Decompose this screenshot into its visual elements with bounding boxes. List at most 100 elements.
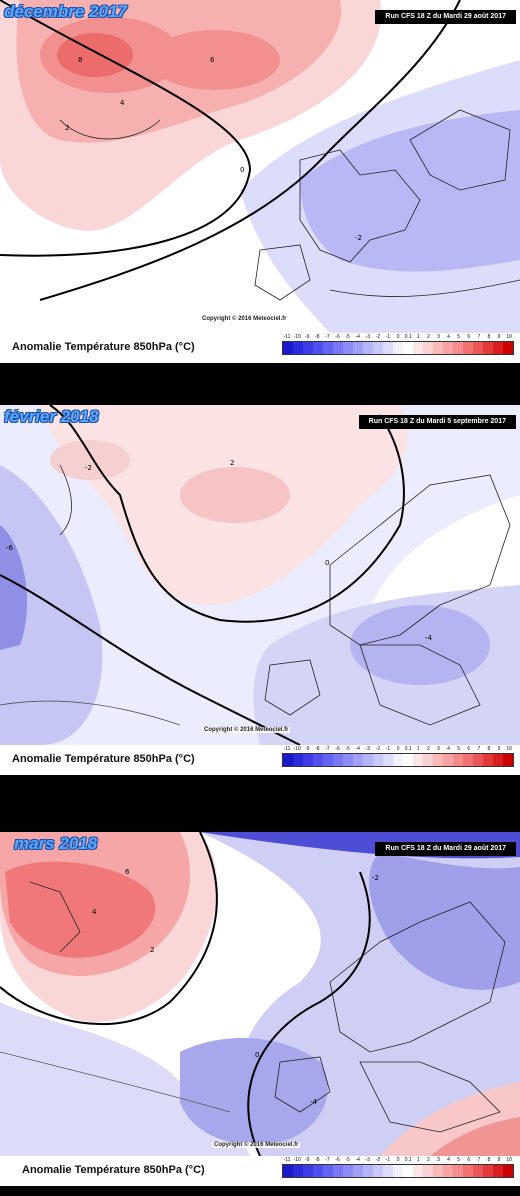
scale-tick-label: -11 (283, 1157, 291, 1163)
scale-tick-label: -10 (293, 334, 301, 340)
scale-swatch (333, 1165, 343, 1177)
scale-swatch (493, 342, 503, 354)
contour-label: 2 (230, 459, 234, 467)
legend-bar: Anomalie Température 850hPa (°C) -11 -10-… (0, 1156, 520, 1186)
scale-tick-label: -9 (305, 1157, 310, 1163)
scale-tick-label: -11 (283, 334, 291, 340)
contour-label: 4 (120, 99, 125, 107)
scale-tick-label: -11 (283, 746, 291, 752)
scale-tick-label: 0.1 (404, 1157, 412, 1163)
scale-tick-label: -6 (335, 334, 340, 340)
scale-swatch (303, 754, 313, 766)
scale-tick-label: 0 (396, 746, 400, 752)
scale-tick-label: 10 (506, 334, 512, 340)
scale-swatch (383, 1165, 393, 1177)
scale-tick-label: -3 (365, 1157, 371, 1163)
scale-swatch (293, 342, 303, 354)
scale-swatch (393, 1165, 403, 1177)
scale-tick-label: 0.1 (404, 746, 412, 752)
scale-swatch (403, 1165, 413, 1177)
scale-swatch (503, 342, 513, 354)
scale-swatch (373, 342, 383, 354)
scale-ticks: -11 -10 -9 -8 -7 -6 -5 -4 -3 -2 -1 0 0.1 1 2 3 4 5 6 7 8 9 10 (282, 1156, 514, 1164)
scale-swatch (443, 1165, 453, 1177)
scale-tick-label: 3 (437, 1157, 440, 1163)
contour-label: 0 (240, 166, 244, 174)
scale-swatch (323, 1165, 333, 1177)
scale-tick-label: 1 (416, 1157, 420, 1163)
map-title: décembre 2017 (4, 2, 127, 21)
scale-tick-label: -5 (345, 746, 350, 752)
scale-tick-label: 10 (506, 1157, 512, 1163)
scale-swatch (403, 342, 413, 354)
scale-bar (282, 753, 514, 767)
scale-tick-label: -7 (325, 746, 330, 752)
scale-swatch (333, 754, 343, 766)
contour-label: -6 (6, 544, 14, 552)
scale-swatch (283, 754, 293, 766)
map-title: février 2018 (4, 407, 99, 426)
scale-tick-label: -3 (365, 746, 371, 752)
legend-bar: Anomalie Température 850hPa (°C) -11 -10-… (0, 333, 520, 363)
scale-tick-label: -4 (355, 1157, 360, 1163)
scale-swatch (313, 754, 323, 766)
anomaly-map: 6 4 2 -2 -4 0 (0, 832, 520, 1156)
scale-swatch (473, 754, 483, 766)
scale-swatch (293, 754, 303, 766)
scale-swatch (293, 1165, 303, 1177)
scale-tick-label: -8 (315, 746, 320, 752)
color-scale: -11 -10 -9 -8 -7 -6 -5 -4 -3 -2 -1 0 0.1 1 2 3 4 5 6 7 8 9 10 (282, 745, 514, 767)
scale-tick-label: 10 (506, 746, 512, 752)
scale-tick-label: -9 (305, 334, 310, 340)
scale-tick-label: 5 (457, 1157, 461, 1163)
scale-tick-label: -3 (365, 334, 371, 340)
scale-tick-label: -2 (375, 746, 381, 752)
scale-tick-label: 0 (396, 1157, 400, 1163)
scale-tick-label: 8 (487, 1157, 491, 1163)
run-info: Run CFS 18 Z du Mardi 29 août 2017 (375, 10, 516, 24)
scale-swatch (413, 754, 423, 766)
scale-tick-label: -7 (325, 334, 330, 340)
map-panel-march: 6 4 2 -2 -4 0 mars 2018 Run CFS 18 Z du … (0, 832, 520, 1156)
scale-tick-label: -10 (293, 746, 301, 752)
anomaly-map: 2 -2 -6 -4 0 (0, 405, 520, 745)
contour-label: 8 (78, 56, 82, 64)
scale-tick-label: 9 (497, 1157, 501, 1163)
scale-swatch (323, 754, 333, 766)
color-scale: -11 -10 -9 -8 -7 -6 -5 -4 -3 -2 -1 0 0.1 1 2 3 4 5 6 7 8 9 10 (282, 1156, 514, 1178)
scale-tick-label: 6 (467, 746, 471, 752)
scale-tick-label: -7 (325, 1157, 330, 1163)
scale-tick-label: 1 (416, 334, 420, 340)
scale-tick-label: -5 (345, 334, 350, 340)
scale-tick-label: -9 (305, 746, 310, 752)
scale-swatch (423, 754, 433, 766)
scale-tick-label: -5 (345, 1157, 350, 1163)
scale-tick-label: -6 (335, 746, 340, 752)
contour-label: 2 (150, 946, 154, 954)
scale-swatch (313, 342, 323, 354)
map-panel-february: 2 -2 -6 -4 0 février 2018 Run CFS 18 Z d… (0, 405, 520, 745)
scale-swatch (363, 1165, 373, 1177)
scale-swatch (453, 1165, 463, 1177)
scale-swatch (363, 342, 373, 354)
scale-swatch (323, 342, 333, 354)
scale-tick-label: -10 (293, 1157, 301, 1163)
scale-swatch (343, 754, 353, 766)
scale-swatch (473, 342, 483, 354)
scale-swatch (463, 342, 473, 354)
scale-tick-label: 4 (447, 1157, 450, 1163)
scale-tick-label: 9 (497, 746, 501, 752)
scale-tick-label: 5 (457, 746, 461, 752)
scale-swatch (423, 1165, 433, 1177)
scale-swatch (403, 754, 413, 766)
scale-ticks: -11 -10 -9 -8 -7 -6 -5 -4 -3 -2 -1 0 0.1 1 2 3 4 5 6 7 8 9 10 (282, 333, 514, 341)
color-scale: -11 -10 -9 -8 -7 -6 -5 -4 -3 -2 -1 0 0.1 1 2 3 4 5 6 7 8 9 10 (282, 333, 514, 355)
scale-tick-label: 2 (426, 334, 430, 340)
scale-swatch (483, 342, 493, 354)
scale-swatch (443, 754, 453, 766)
scale-tick-label: 0.1 (404, 334, 412, 340)
scale-tick-label: 6 (467, 334, 471, 340)
contour-label: -4 (310, 1098, 318, 1106)
run-info: Run CFS 18 Z du Mardi 29 août 2017 (375, 842, 516, 856)
scale-tick-label: -8 (315, 334, 320, 340)
